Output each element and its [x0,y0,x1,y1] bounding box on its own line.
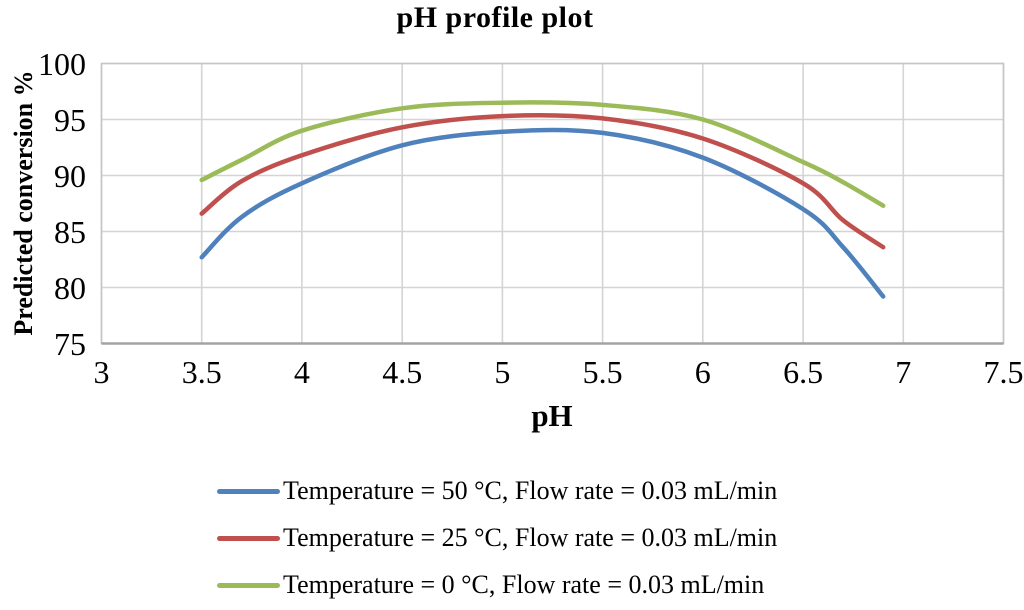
x-tick-label: 4 [293,354,310,390]
y-tick-label: 100 [38,45,86,82]
y-tick-label: 95 [54,101,86,138]
x-tick-label: 3.5 [181,354,222,390]
x-tick-label: 7 [895,354,912,390]
y-tick-label: 75 [54,325,86,362]
x-tick-label: 6 [694,354,711,390]
legend-label: Temperature = 0 °C, Flow rate = 0.03 mL/… [283,570,765,599]
x-axis-title: pH [531,398,573,433]
legend-label: Temperature = 25 °C, Flow rate = 0.03 mL… [283,523,778,552]
y-tick-label: 80 [54,269,86,306]
y-tick-label: 85 [54,213,86,250]
series-line-2 [199,100,886,208]
x-tick-label: 7.5 [983,354,1024,390]
legend-item-25c: Temperature = 25 °C, Flow rate = 0.03 mL… [217,522,777,554]
x-tick-label: 6.5 [783,354,824,390]
x-tick-label: 4.5 [382,354,423,390]
x-tick-label: 3 [93,354,110,390]
legend-line-swatch-red [217,535,280,541]
plot-border [100,62,1005,345]
legend: Temperature = 50 °C, Flow rate = 0.03 mL… [217,475,777,610]
y-tick-label: 90 [54,157,86,194]
legend-line-swatch-blue [217,488,280,494]
series-line-0 [199,127,886,299]
x-tick-label: 5 [494,354,511,390]
legend-item-50c: Temperature = 50 °C, Flow rate = 0.03 mL… [217,475,777,507]
legend-label: Temperature = 50 °C, Flow rate = 0.03 mL… [283,476,778,505]
series-line-1 [199,112,886,250]
chart-title: pH profile plot [396,1,594,34]
legend-line-swatch-green [217,582,280,588]
x-tick-label: 5.5 [582,354,623,390]
legend-item-0c: Temperature = 0 °C, Flow rate = 0.03 mL/… [217,569,777,601]
